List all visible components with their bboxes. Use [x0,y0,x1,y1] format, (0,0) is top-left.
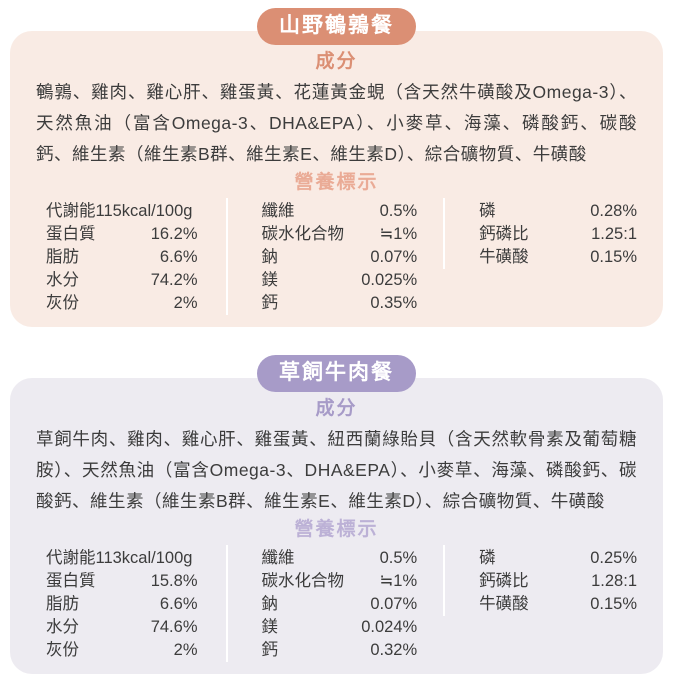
quail-meal-section: 山野鵪鶉餐 成分 鵪鶉、雞肉、雞心肝、雞蛋黃、花蓮黃金蜆（含天然牛磺酸及Omeg… [0,8,673,327]
metabolic-energy: 代謝能113kcal/100g [46,549,193,567]
nutrient-value: 6.6% [159,595,198,613]
nutrition-row: 牛磺酸 0.15% [479,593,637,616]
nutrient-value: 0.5% [379,549,418,567]
meal-title-badge: 草飼牛肉餐 [257,355,416,392]
nutrition-row: 纖維 0.5% [262,547,418,570]
nutrient-value: 0.15% [590,248,637,266]
nutrition-row: 灰份 2% [46,639,198,662]
nutrient-label: 鈣磷比 [479,572,529,590]
quail-meal-card: 成分 鵪鶉、雞肉、雞心肝、雞蛋黃、花蓮黃金蜆（含天然牛磺酸及Omega-3）、天… [10,31,663,327]
nutrient-label: 磷 [479,202,496,220]
nutrient-label: 蛋白質 [46,225,96,243]
nutrition-column-2: 纖維 0.5% 碳水化合物 ≒1% 鈉 0.07% 鎂 0.025% [225,198,444,315]
nutrition-heading: 營養標示 [294,172,379,193]
nutrient-label: 纖維 [261,202,295,220]
nutrient-label: 鎂 [261,618,279,636]
nutrient-label: 牛磺酸 [479,248,529,266]
nutrition-row: 碳水化合物 ≒1% [262,223,418,246]
nutrition-column-1: 代謝能113kcal/100g 蛋白質 15.8% 脂肪 6.6% 水分 74.… [10,545,226,662]
nutrient-label: 灰份 [46,294,79,312]
nutrient-label: 水分 [46,618,79,636]
nutrient-label: 鈣磷比 [479,225,529,243]
nutrient-value: 15.8% [150,572,198,590]
nutrition-row: 磷 0.25% [479,547,637,570]
nutrient-value: ≒1% [379,572,418,590]
nutrient-label: 水分 [46,271,79,289]
nutrient-value: 16.2% [150,225,198,243]
nutrient-value: 0.024% [361,618,418,636]
nutrition-row: 水分 74.2% [46,269,198,292]
nutrition-column-3: 磷 0.28% 鈣磷比 1.25:1 牛磺酸 0.15% [443,198,663,269]
metabolic-energy: 代謝能115kcal/100g [46,202,193,220]
nutrition-row: 碳水化合物 ≒1% [262,570,418,593]
nutrient-label: 灰份 [46,641,79,659]
nutrient-value: 2% [173,294,198,312]
nutrition-column-1: 代謝能115kcal/100g 蛋白質 16.2% 脂肪 6.6% 水分 74.… [10,198,226,315]
nutrient-value: 1.25:1 [591,225,637,243]
nutrient-label: 碳水化合物 [261,225,345,243]
nutrition-column-3: 磷 0.25% 鈣磷比 1.28:1 牛磺酸 0.15% [443,545,663,616]
nutrient-value: 74.2% [150,271,198,289]
nutrient-label: 鈣 [261,641,279,659]
nutrient-label: 牛磺酸 [479,595,529,613]
nutrient-label: 碳水化合物 [261,572,345,590]
nutrition-row: 水分 74.6% [46,616,198,639]
nutrient-value: 1.28:1 [591,572,637,590]
nutrition-column-2: 纖維 0.5% 碳水化合物 ≒1% 鈉 0.07% 鎂 0.024% [225,545,444,662]
nutrient-label: 脂肪 [46,595,79,613]
nutrient-label: 脂肪 [46,248,79,266]
nutrition-row: 脂肪 6.6% [46,246,198,269]
nutrient-label: 磷 [479,549,496,567]
nutrition-table: 代謝能115kcal/100g 蛋白質 16.2% 脂肪 6.6% 水分 74.… [10,198,663,315]
nutrient-label: 鎂 [261,271,279,289]
nutrient-value: 2% [173,641,198,659]
nutrient-value: 0.025% [361,271,418,289]
nutrient-value: 0.07% [370,595,418,613]
nutrient-value: 0.28% [590,202,637,220]
ingredients-text: 鵪鶉、雞肉、雞心肝、雞蛋黃、花蓮黃金蜆（含天然牛磺酸及Omega-3）、天然魚油… [36,82,637,164]
nutrient-label: 鈉 [261,595,279,613]
nutrition-row: 蛋白質 16.2% [46,223,198,246]
nutrient-value: 0.25% [590,549,637,567]
nutrient-label: 鈣 [261,294,279,312]
nutrition-heading: 營養標示 [294,519,379,540]
nutrition-row: 鈉 0.07% [262,246,418,269]
nutrient-label: 鈉 [261,248,279,266]
nutrient-value: 74.6% [150,618,198,636]
nutrition-row: 牛磺酸 0.15% [479,246,637,269]
nutrient-value: 6.6% [159,248,198,266]
beef-meal-section: 草飼牛肉餐 成分 草飼牛肉、雞肉、雞心肝、雞蛋黃、紐西蘭綠貽貝（含天然軟骨素及葡… [0,355,673,674]
nutrition-row: 鈣磷比 1.28:1 [479,570,637,593]
nutrient-value: 0.32% [370,641,418,659]
nutrition-row: 脂肪 6.6% [46,593,198,616]
nutrition-row: 蛋白質 15.8% [46,570,198,593]
nutrient-value: 0.15% [590,595,637,613]
nutrient-value: 0.07% [370,248,418,266]
nutrition-row: 纖維 0.5% [262,200,418,223]
nutrient-value: ≒1% [379,225,418,243]
nutrition-table: 代謝能113kcal/100g 蛋白質 15.8% 脂肪 6.6% 水分 74.… [10,545,663,662]
beef-meal-card: 成分 草飼牛肉、雞肉、雞心肝、雞蛋黃、紐西蘭綠貽貝（含天然軟骨素及葡萄糖胺）、天… [10,378,663,674]
ingredients-heading: 成分 [315,398,358,419]
nutrition-row: 鈉 0.07% [262,593,418,616]
nutrient-label: 蛋白質 [46,572,96,590]
nutrient-value: 0.35% [370,294,418,312]
nutrient-value: 0.5% [379,202,418,220]
nutrition-row: 灰份 2% [46,292,198,315]
ingredients-text: 草飼牛肉、雞肉、雞心肝、雞蛋黃、紐西蘭綠貽貝（含天然軟骨素及葡萄糖胺）、天然魚油… [36,429,637,511]
nutrition-row: 鎂 0.025% [262,269,418,292]
nutrient-label: 纖維 [261,549,295,567]
nutrition-row: 磷 0.28% [479,200,637,223]
nutrition-row: 鈣 0.32% [262,639,418,662]
nutrition-row: 鈣磷比 1.25:1 [479,223,637,246]
nutrition-row: 鈣 0.35% [262,292,418,315]
meal-title-badge: 山野鵪鶉餐 [257,8,416,45]
ingredients-heading: 成分 [315,51,358,72]
nutrition-row: 鎂 0.024% [262,616,418,639]
